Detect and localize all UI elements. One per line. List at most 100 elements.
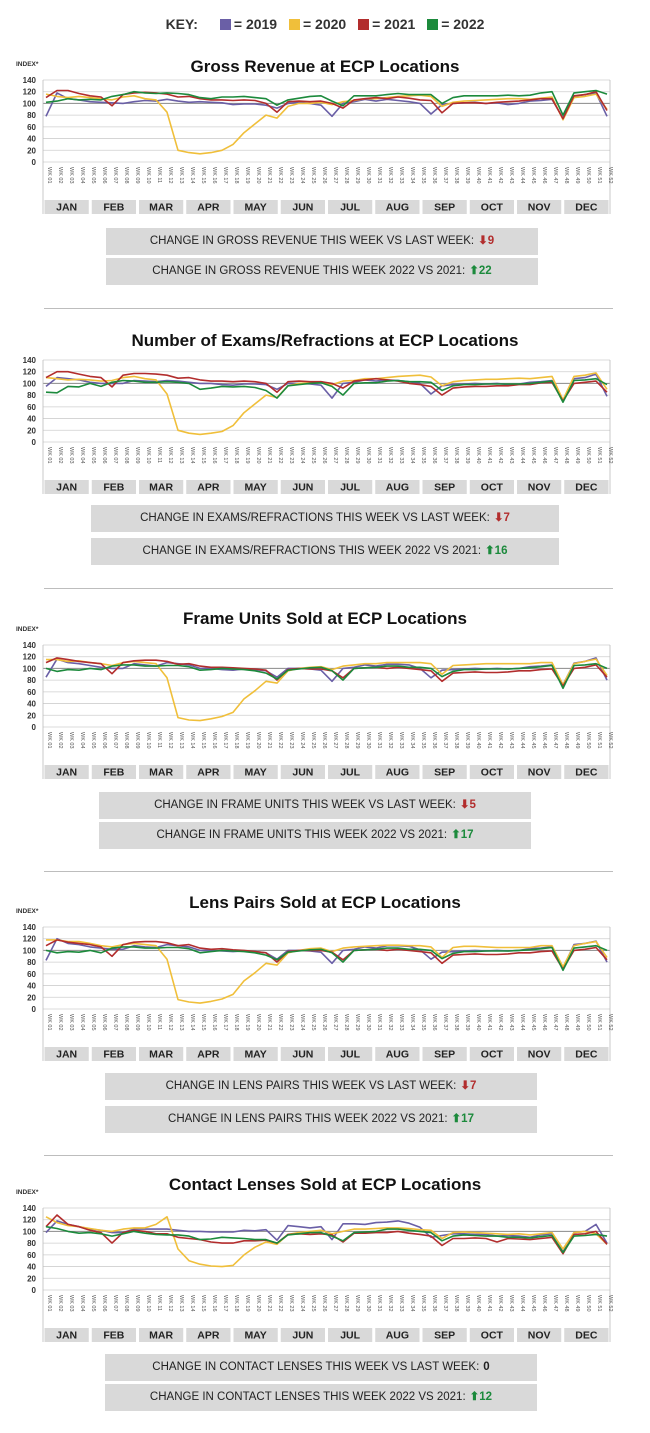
x-tick-label: WK 19 [244, 1014, 250, 1031]
legend-swatch [219, 19, 231, 30]
month-band [186, 765, 231, 779]
month-label: NOV [528, 482, 551, 494]
x-tick-label: WK 35 [420, 732, 426, 749]
change-year-label: CHANGE IN LENS PAIRS THIS WEEK 2022 VS 2… [168, 1113, 448, 1125]
month-band [564, 200, 609, 214]
change-week-label: CHANGE IN FRAME UNITS THIS WEEK VS LAST … [154, 799, 456, 811]
y-tick-label: 120 [23, 88, 37, 97]
x-tick-label: WK 16 [211, 167, 217, 184]
month-band [280, 1047, 325, 1061]
x-tick-label: WK 26 [321, 1014, 327, 1031]
y-tick-label: 140 [23, 1204, 37, 1213]
month-label: AUG [386, 1049, 409, 1061]
month-band [91, 765, 136, 779]
change-year-box-frame-units: CHANGE IN FRAME UNITS THIS WEEK 2022 VS … [99, 822, 531, 849]
x-tick-label: WK 05 [90, 447, 96, 464]
month-label: MAY [244, 202, 266, 214]
x-tick-label: WK 38 [453, 1014, 459, 1031]
y-tick-label: 100 [23, 664, 37, 673]
month-band [564, 1328, 609, 1342]
legend-item-2020: = 2020 [288, 16, 346, 32]
y-tick-label: 20 [27, 993, 36, 1002]
x-tick-label: WK 46 [541, 167, 547, 184]
month-label: NOV [528, 1330, 551, 1342]
x-tick-label: WK 09 [134, 1014, 140, 1031]
month-label: APR [197, 202, 220, 214]
x-tick-label: WK 45 [530, 167, 536, 184]
x-tick-label: WK 01 [46, 1014, 52, 1031]
x-tick-label: WK 20 [255, 447, 261, 464]
legend: KEY: = 2019 = 2020 = 2021 = 2022 [0, 16, 650, 32]
change-week-box-contact-lenses: CHANGE IN CONTACT LENSES THIS WEEK VS LA… [105, 1354, 537, 1381]
divider [44, 871, 613, 872]
change-week-box-gross-revenue: CHANGE IN GROSS REVENUE THIS WEEK VS LAS… [106, 228, 538, 255]
month-label: NOV [528, 1049, 551, 1061]
x-tick-label: WK 07 [112, 1295, 118, 1312]
month-band [186, 1328, 231, 1342]
y-tick-label: 40 [27, 135, 36, 144]
x-tick-label: WK 48 [563, 447, 569, 464]
month-band [91, 1047, 136, 1061]
x-tick-label: WK 08 [123, 167, 129, 184]
month-band [375, 480, 420, 494]
month-band [469, 765, 514, 779]
x-tick-label: WK 40 [475, 1295, 481, 1312]
month-band [91, 200, 136, 214]
y-tick-label: 20 [27, 146, 36, 155]
month-band [564, 1047, 609, 1061]
x-tick-label: WK 06 [101, 1295, 107, 1312]
change-week-value: 0 [483, 1361, 490, 1373]
y-tick-label: 120 [23, 1216, 37, 1225]
month-label: JAN [56, 482, 77, 494]
month-label: MAR [149, 202, 173, 214]
month-band [44, 1047, 89, 1061]
x-tick-label: WK 48 [563, 1295, 569, 1312]
x-tick-label: WK 08 [123, 732, 129, 749]
month-label: SEP [434, 1330, 455, 1342]
change-year-label: CHANGE IN FRAME UNITS THIS WEEK 2022 VS … [156, 829, 448, 841]
x-tick-label: WK 38 [453, 732, 459, 749]
change-year-value: ⬆22 [469, 265, 492, 277]
x-tick-label: WK 10 [145, 732, 151, 749]
month-band [375, 200, 420, 214]
x-tick-label: WK 45 [530, 1014, 536, 1031]
x-tick-label: WK 40 [475, 447, 481, 464]
x-tick-label: WK 24 [299, 167, 305, 184]
x-tick-label: WK 35 [420, 447, 426, 464]
x-tick-label: WK 46 [541, 1014, 547, 1031]
x-tick-label: WK 04 [79, 447, 85, 464]
x-tick-label: WK 11 [156, 732, 162, 748]
y-tick-label: 60 [27, 1251, 36, 1260]
month-label: SEP [434, 202, 455, 214]
x-tick-label: WK 22 [277, 732, 283, 749]
y-tick-label: 0 [32, 438, 37, 447]
x-tick-label: WK 47 [552, 732, 558, 749]
change-year-value: ⬆17 [451, 829, 474, 841]
series-line-2022 [45, 89, 608, 116]
divider [44, 588, 613, 589]
x-tick-label: WK 25 [310, 1014, 316, 1031]
x-tick-label: WK 28 [343, 447, 349, 464]
x-tick-label: WK 37 [442, 1014, 448, 1031]
x-tick-label: WK 25 [310, 732, 316, 749]
x-tick-label: WK 15 [200, 1295, 206, 1312]
x-tick-label: WK 17 [222, 447, 228, 464]
y-tick-label: 100 [23, 99, 37, 108]
series-line-2022 [45, 662, 608, 690]
month-label: NOV [528, 767, 551, 779]
month-label: JAN [56, 1049, 77, 1061]
y-tick-label: 120 [23, 368, 37, 377]
month-label: APR [197, 767, 220, 779]
chart-lens-pairs: INDEX* 0 20 40 60 80 100 120 140 WK 01 WK 02 WK 03 W… [16, 908, 613, 1061]
x-tick-label: WK 21 [266, 1014, 272, 1031]
month-band [280, 1328, 325, 1342]
x-tick-label: WK 04 [79, 1014, 85, 1031]
month-band [517, 765, 562, 779]
month-band [564, 765, 609, 779]
series-line-2021 [45, 657, 608, 687]
x-tick-label: WK 33 [398, 167, 404, 184]
x-tick-label: WK 25 [310, 447, 316, 464]
month-band [422, 200, 467, 214]
month-band [328, 765, 373, 779]
x-tick-label: WK 49 [574, 447, 580, 464]
